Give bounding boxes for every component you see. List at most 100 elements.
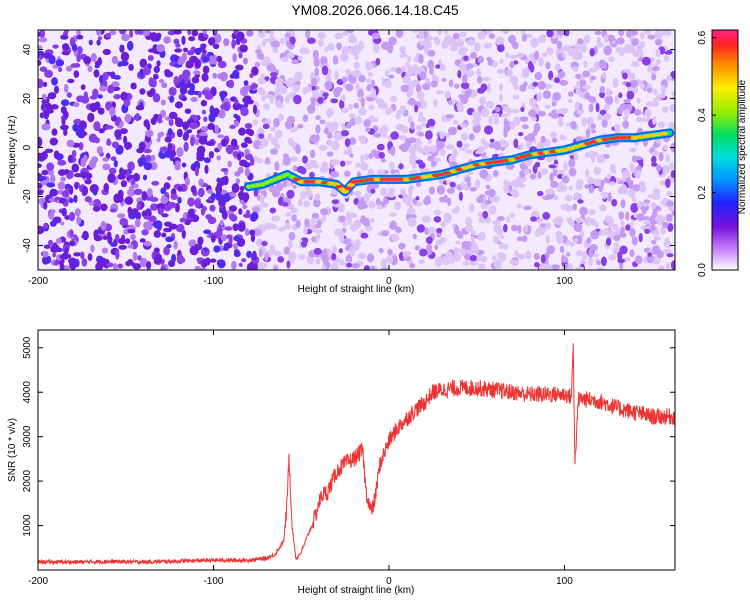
noise-speckle [292, 126, 299, 132]
noise-speckle [402, 75, 411, 84]
noise-speckle [603, 228, 610, 236]
noise-speckle [340, 130, 350, 137]
noise-speckle [208, 112, 216, 123]
x-tick-label: 100 [556, 576, 573, 587]
noise-speckle [386, 107, 394, 115]
noise-speckle [341, 76, 348, 83]
ridge-peak [455, 167, 464, 172]
ridge-peak [402, 177, 411, 182]
ridge-peak [507, 158, 516, 162]
noise-speckle [87, 253, 93, 261]
noise-speckle [83, 56, 92, 65]
noise-speckle [404, 137, 412, 148]
noise-speckle [537, 57, 544, 67]
noise-speckle [341, 46, 351, 55]
noise-speckle [88, 159, 97, 169]
noise-speckle [190, 136, 195, 147]
noise-speckle [629, 222, 634, 227]
noise-speckle [594, 30, 602, 36]
noise-speckle [465, 224, 474, 233]
noise-speckle [217, 109, 226, 119]
noise-speckle [665, 75, 673, 81]
noise-speckle [313, 57, 320, 67]
noise-speckle [501, 30, 508, 33]
noise-speckle [213, 107, 220, 116]
noise-speckle [566, 252, 571, 257]
noise-speckle [339, 99, 345, 110]
ridge-peak [660, 131, 669, 136]
noise-speckle [585, 37, 591, 43]
noise-speckle [189, 121, 198, 130]
noise-speckle [297, 123, 304, 129]
noise-speckle [477, 55, 484, 64]
noise-speckle [266, 172, 271, 178]
noise-speckle [519, 116, 529, 122]
noise-speckle [245, 228, 250, 237]
noise-speckle [588, 103, 594, 113]
noise-speckle [117, 62, 123, 67]
noise-speckle [632, 184, 641, 192]
noise-speckle [358, 107, 367, 116]
x-tick-label: 0 [386, 276, 392, 287]
noise-speckle [606, 173, 612, 180]
ridge-peak [578, 143, 586, 147]
noise-speckle [118, 244, 127, 250]
noise-speckle [443, 194, 448, 203]
noise-speckle [582, 43, 587, 53]
ridge-peak [280, 174, 286, 178]
ridge-peak [648, 133, 657, 138]
noise-speckle [340, 53, 349, 62]
noise-speckle [655, 138, 662, 144]
noise-speckle [200, 126, 209, 132]
noise-speckle [515, 178, 523, 185]
noise-speckle [235, 64, 244, 71]
noise-speckle [505, 52, 510, 59]
noise-speckle [214, 124, 220, 134]
noise-speckle [76, 54, 81, 63]
noise-speckle [153, 65, 160, 74]
noise-speckle [179, 217, 187, 223]
noise-speckle [345, 122, 352, 129]
noise-speckle [557, 170, 565, 176]
noise-speckle [663, 240, 671, 248]
snr-x-axis: -200 -100 0 100 [28, 330, 573, 587]
noise-speckle [496, 68, 504, 75]
noise-speckle [390, 146, 396, 156]
noise-speckle [662, 106, 669, 113]
noise-speckle [643, 220, 652, 225]
noise-speckle [103, 182, 109, 192]
noise-speckle [250, 233, 255, 243]
noise-speckle [246, 30, 254, 37]
noise-speckle [663, 144, 668, 151]
noise-speckle [463, 55, 469, 61]
noise-speckle [612, 78, 619, 88]
noise-speckle [355, 162, 361, 168]
noise-speckle [187, 30, 192, 36]
noise-speckle [121, 169, 128, 175]
noise-speckle [132, 173, 140, 182]
noise-speckle [153, 73, 159, 80]
noise-speckle [466, 39, 475, 46]
noise-speckle [528, 60, 533, 71]
noise-speckle [378, 151, 386, 159]
noise-speckle [582, 84, 591, 90]
noise-speckle [341, 94, 346, 102]
noise-speckle [117, 173, 126, 180]
noise-speckle [614, 95, 620, 105]
noise-speckle [305, 188, 313, 198]
noise-speckle [446, 187, 455, 194]
noise-speckle [590, 123, 596, 129]
noise-speckle [145, 154, 152, 162]
noise-speckle [365, 97, 375, 102]
noise-speckle [464, 90, 471, 98]
noise-speckle [286, 189, 295, 199]
noise-speckle [79, 171, 89, 179]
noise-speckle [633, 202, 638, 212]
noise-speckle [331, 120, 339, 131]
noise-speckle [386, 191, 396, 198]
noise-speckle [128, 185, 134, 193]
noise-speckle [642, 202, 649, 207]
noise-speckle [463, 143, 470, 149]
noise-speckle [126, 175, 132, 181]
noise-speckle [109, 30, 117, 36]
